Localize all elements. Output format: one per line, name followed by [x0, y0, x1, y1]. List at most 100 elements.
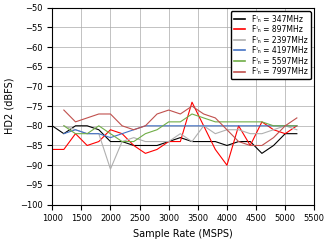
Fᴵₙ = 347MHz [178, 136, 182, 139]
Fᴵₙ = 4197MHz [143, 124, 147, 127]
Fᴵₙ = 5597MHz [143, 132, 147, 135]
Y-axis label: HD2 (dBFS): HD2 (dBFS) [4, 78, 14, 134]
Fᴵₙ = 897MHz [132, 144, 136, 147]
Fᴵₙ = 4197MHz [97, 132, 101, 135]
Fᴵₙ = 7997MHz [85, 116, 89, 119]
Fᴵₙ = 897MHz [50, 148, 54, 151]
Fᴵₙ = 347MHz [155, 144, 159, 147]
Fᴵₙ = 4197MHz [190, 124, 194, 127]
Fᴵₙ = 4197MHz [132, 128, 136, 131]
Fᴵₙ = 7997MHz [73, 120, 77, 123]
Fᴵₙ = 4197MHz [283, 124, 287, 127]
Fᴵₙ = 4197MHz [167, 124, 171, 127]
Fᴵₙ = 4197MHz [260, 124, 264, 127]
Fᴵₙ = 2397MHz [271, 128, 275, 131]
Fᴵₙ = 897MHz [237, 124, 240, 127]
Fᴵₙ = 2397MHz [132, 136, 136, 139]
Fᴵₙ = 347MHz [120, 140, 124, 143]
Fᴵₙ = 7997MHz [260, 144, 264, 147]
Fᴵₙ = 347MHz [190, 140, 194, 143]
Fᴵₙ = 7997MHz [283, 124, 287, 127]
Line: Fᴵₙ = 2397MHz: Fᴵₙ = 2397MHz [64, 126, 297, 169]
Fᴵₙ = 347MHz [283, 132, 287, 135]
Fᴵₙ = 347MHz [62, 132, 66, 135]
Fᴵₙ = 897MHz [120, 132, 124, 135]
Fᴵₙ = 5597MHz [109, 132, 113, 135]
Fᴵₙ = 2397MHz [178, 132, 182, 135]
Fᴵₙ = 2397MHz [85, 132, 89, 135]
Fᴵₙ = 7997MHz [237, 140, 240, 143]
Fᴵₙ = 5597MHz [178, 120, 182, 123]
Fᴵₙ = 5597MHz [85, 132, 89, 135]
Fᴵₙ = 5597MHz [62, 124, 66, 127]
Fᴵₙ = 4197MHz [85, 132, 89, 135]
Fᴵₙ = 4197MHz [120, 132, 124, 135]
Fᴵₙ = 897MHz [283, 132, 287, 135]
Fᴵₙ = 897MHz [248, 144, 252, 147]
Fᴵₙ = 347MHz [167, 140, 171, 143]
Fᴵₙ = 7997MHz [295, 116, 299, 119]
Fᴵₙ = 347MHz [202, 140, 206, 143]
Fᴵₙ = 347MHz [50, 124, 54, 127]
Fᴵₙ = 4197MHz [202, 124, 206, 127]
Fᴵₙ = 7997MHz [248, 144, 252, 147]
Fᴵₙ = 2397MHz [190, 140, 194, 143]
Fᴵₙ = 2397MHz [155, 140, 159, 143]
Fᴵₙ = 2397MHz [283, 124, 287, 127]
Fᴵₙ = 347MHz [85, 124, 89, 127]
Fᴵₙ = 347MHz [97, 128, 101, 131]
Fᴵₙ = 4197MHz [237, 124, 240, 127]
Fᴵₙ = 2397MHz [295, 128, 299, 131]
Fᴵₙ = 347MHz [248, 140, 252, 143]
Fᴵₙ = 4197MHz [155, 124, 159, 127]
Fᴵₙ = 897MHz [167, 140, 171, 143]
Fᴵₙ = 897MHz [202, 124, 206, 127]
Fᴵₙ = 4197MHz [62, 132, 66, 135]
Fᴵₙ = 5597MHz [225, 120, 229, 123]
Fᴵₙ = 4197MHz [225, 124, 229, 127]
Fᴵₙ = 5597MHz [97, 124, 101, 127]
Fᴵₙ = 4197MHz [271, 124, 275, 127]
Fᴵₙ = 5597MHz [132, 140, 136, 143]
Fᴵₙ = 2397MHz [225, 128, 229, 131]
Fᴵₙ = 7997MHz [120, 124, 124, 127]
Fᴵₙ = 7997MHz [143, 124, 147, 127]
Line: Fᴵₙ = 7997MHz: Fᴵₙ = 7997MHz [64, 106, 297, 146]
Fᴵₙ = 5597MHz [213, 120, 217, 123]
Fᴵₙ = 5597MHz [271, 124, 275, 127]
Fᴵₙ = 897MHz [62, 148, 66, 151]
Fᴵₙ = 5597MHz [260, 120, 264, 123]
Line: Fᴵₙ = 347MHz: Fᴵₙ = 347MHz [52, 126, 297, 153]
Line: Fᴵₙ = 897MHz: Fᴵₙ = 897MHz [52, 102, 297, 165]
Fᴵₙ = 2397MHz [97, 132, 101, 135]
Fᴵₙ = 2397MHz [120, 140, 124, 143]
Fᴵₙ = 7997MHz [97, 113, 101, 115]
Fᴵₙ = 4197MHz [73, 128, 77, 131]
Fᴵₙ = 347MHz [109, 140, 113, 143]
Fᴵₙ = 5597MHz [295, 124, 299, 127]
Fᴵₙ = 897MHz [109, 128, 113, 131]
Fᴵₙ = 347MHz [271, 144, 275, 147]
Fᴵₙ = 5597MHz [283, 124, 287, 127]
Fᴵₙ = 2397MHz [143, 140, 147, 143]
Fᴵₙ = 897MHz [97, 140, 101, 143]
Line: Fᴵₙ = 5597MHz: Fᴵₙ = 5597MHz [64, 114, 297, 142]
Fᴵₙ = 347MHz [143, 144, 147, 147]
Fᴵₙ = 897MHz [155, 148, 159, 151]
Fᴵₙ = 4197MHz [178, 124, 182, 127]
Fᴵₙ = 2397MHz [73, 128, 77, 131]
Fᴵₙ = 7997MHz [109, 113, 113, 115]
Line: Fᴵₙ = 4197MHz: Fᴵₙ = 4197MHz [64, 126, 297, 138]
Fᴵₙ = 897MHz [190, 101, 194, 104]
Fᴵₙ = 347MHz [260, 152, 264, 155]
Fᴵₙ = 897MHz [271, 128, 275, 131]
Fᴵₙ = 7997MHz [190, 105, 194, 108]
Fᴵₙ = 347MHz [213, 140, 217, 143]
Fᴵₙ = 897MHz [295, 124, 299, 127]
Fᴵₙ = 2397MHz [260, 132, 264, 135]
Fᴵₙ = 5597MHz [155, 128, 159, 131]
Fᴵₙ = 897MHz [178, 140, 182, 143]
Fᴵₙ = 2397MHz [202, 124, 206, 127]
Fᴵₙ = 7997MHz [202, 113, 206, 115]
Fᴵₙ = 4197MHz [213, 124, 217, 127]
